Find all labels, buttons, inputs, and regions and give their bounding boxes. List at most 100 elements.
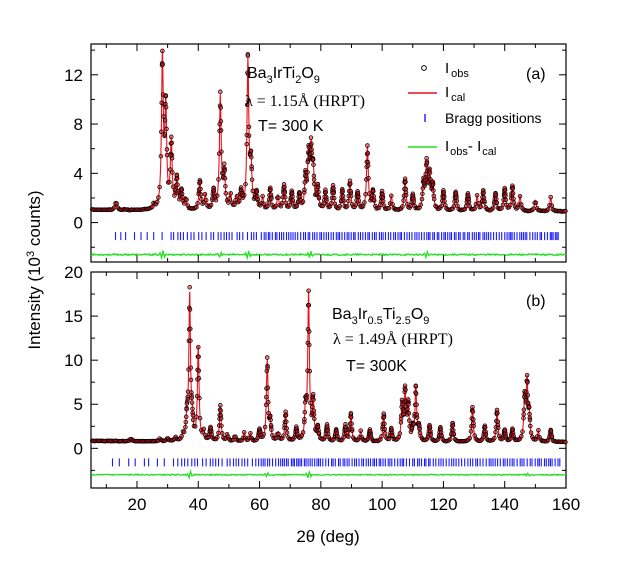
observed-point: [183, 424, 188, 430]
observed-point: [216, 177, 221, 182]
observed-point: [188, 326, 193, 331]
observed-point: [237, 198, 242, 204]
observed-point: [248, 148, 254, 154]
observed-point: [223, 191, 229, 196]
observed-point: [519, 202, 524, 207]
observed-point: [483, 432, 489, 437]
observed-point: [302, 187, 307, 193]
panel-a-plot: [89, 48, 568, 261]
observed-point: [413, 391, 419, 397]
observed-point: [417, 426, 422, 432]
observed-point: [358, 428, 363, 433]
observed-point: [265, 365, 270, 371]
observed-point: [160, 48, 165, 54]
observed-point: [243, 181, 248, 187]
observed-point: [249, 177, 255, 182]
observed-point: [188, 338, 193, 343]
observed-point: [549, 434, 555, 439]
observed-point: [521, 415, 526, 421]
observed-point: [340, 193, 346, 199]
observed-point: [179, 433, 184, 439]
x-tick-label: 60: [250, 495, 269, 514]
observed-point: [381, 414, 387, 420]
observed-point: [405, 406, 410, 412]
observed-point: [164, 126, 169, 132]
panel-a-formula: Ba3IrTi2O9: [247, 65, 320, 86]
observed-point: [493, 429, 498, 435]
observed-point: [161, 114, 166, 119]
observed-point: [439, 433, 444, 438]
y-tick-label: 0: [74, 214, 83, 233]
observed-point: [222, 176, 228, 181]
panel-b-frame: [90, 271, 567, 489]
observed-point: [212, 194, 217, 199]
observed-point: [246, 98, 251, 103]
observed-point: [227, 196, 232, 201]
observed-point: [218, 403, 223, 408]
observed-point: [240, 192, 245, 198]
observed-point: [284, 430, 290, 435]
observed-point: [197, 395, 202, 401]
observed-point: [262, 424, 268, 430]
y-tick-label: 4: [74, 164, 83, 183]
observed-point: [183, 414, 189, 420]
panel-b-plot: [89, 284, 568, 480]
observed-point: [179, 187, 185, 193]
observed-point: [273, 435, 279, 441]
observed-point: [160, 62, 166, 67]
observed-point: [348, 415, 354, 420]
observed-point: [298, 197, 303, 203]
observed-point: [474, 192, 480, 198]
observed-point: [282, 184, 287, 190]
observed-point: [447, 436, 453, 442]
observed-point: [492, 435, 497, 441]
observed-point: [163, 105, 169, 110]
observed-point: [246, 71, 251, 77]
observed-point: [441, 194, 447, 200]
observed-point: [222, 168, 227, 173]
observed-point: [348, 181, 353, 186]
observed-point: [187, 307, 193, 312]
observed-point: [248, 430, 253, 436]
difference-curve: [91, 468, 566, 480]
observed-point: [188, 365, 194, 370]
observed-point: [306, 288, 311, 293]
y-axis-label: Intensity (103 counts): [25, 190, 44, 349]
observed-point: [362, 200, 367, 205]
observed-point: [316, 194, 322, 200]
observed-point: [502, 187, 508, 193]
observed-point: [258, 432, 263, 438]
observed-point: [219, 431, 225, 436]
observed-point: [430, 182, 436, 187]
observed-point: [463, 203, 469, 209]
observed-point: [427, 170, 433, 175]
observed-point: [521, 407, 527, 412]
observed-point: [218, 105, 223, 110]
observed-point: [418, 202, 423, 208]
observed-point: [548, 194, 553, 200]
observed-point: [521, 411, 526, 417]
observed-point: [304, 176, 309, 182]
observed-point: [368, 434, 374, 439]
observed-point: [194, 204, 199, 210]
observed-point: [311, 177, 317, 182]
observed-point: [495, 419, 501, 424]
observed-point: [218, 416, 224, 421]
observed-point: [310, 404, 315, 410]
panel-a-temperature: T= 300 K: [258, 118, 324, 135]
observed-point: [157, 184, 162, 190]
observed-point: [451, 203, 457, 209]
observed-point: [281, 433, 286, 438]
observed-point: [305, 159, 311, 165]
observed-point: [442, 198, 447, 204]
observed-point: [519, 434, 524, 439]
observed-point: [397, 431, 403, 436]
observed-point: [302, 409, 308, 415]
observed-point: [528, 423, 533, 429]
observed-point: [545, 207, 551, 212]
observed-point: [254, 189, 260, 195]
observed-point: [403, 387, 408, 393]
observed-point: [241, 429, 247, 435]
observed-point: [159, 100, 164, 106]
observed-point: [290, 194, 295, 199]
